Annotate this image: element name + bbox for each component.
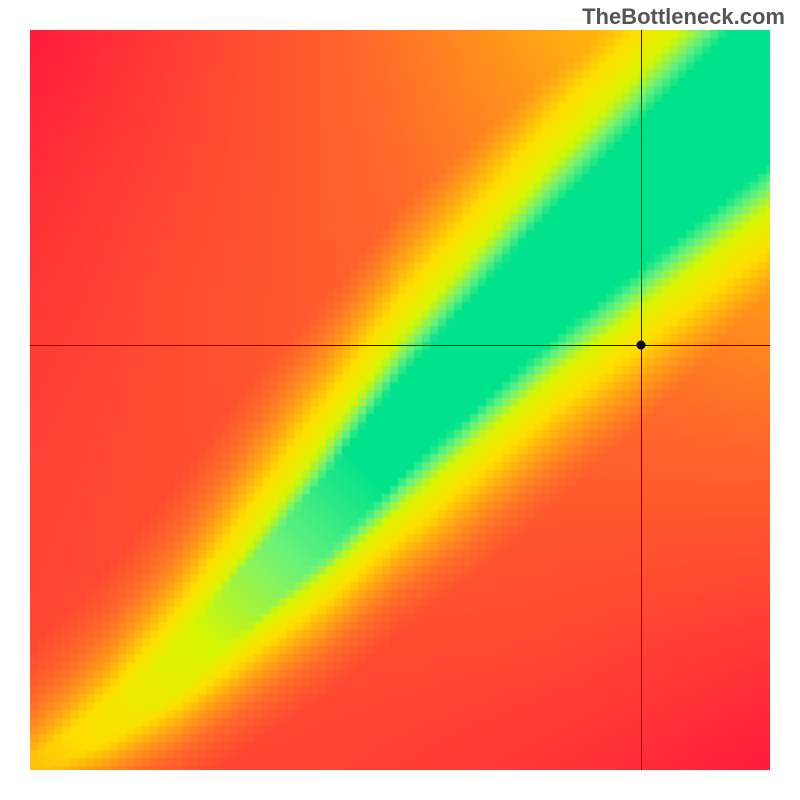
crosshair-horizontal	[30, 345, 770, 346]
crosshair-vertical	[641, 30, 642, 770]
heatmap-canvas	[30, 30, 770, 770]
heatmap-chart	[30, 30, 770, 770]
attribution-text: TheBottleneck.com	[582, 4, 785, 30]
crosshair-marker	[636, 340, 645, 349]
